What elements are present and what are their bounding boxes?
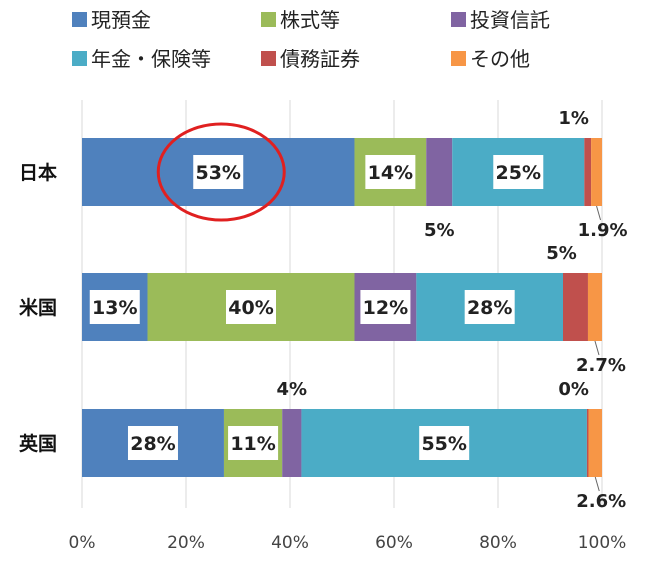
data-label-11: 2.7% <box>576 355 626 376</box>
data-labels: 53% 14% 5% 25% 1% 1.9% 13% 40% 12% 28% 5% 2.7% 28% 11… <box>89 108 628 512</box>
leader-line-17 <box>594 476 600 492</box>
data-label-box-6 <box>89 290 140 324</box>
legend-label-0: 現預金 <box>91 8 151 32</box>
x-tick-labels: 0% 20% 40% 60% 80% 100% <box>69 533 627 553</box>
category-label-2: 英国 <box>19 432 57 455</box>
x-tick-label-4: 80% <box>479 533 517 553</box>
bar-segment-0-2 <box>426 138 453 206</box>
data-label-17: 2.6% <box>576 491 626 512</box>
legend-label-1: 株式等 <box>280 8 340 32</box>
data-label-12: 28% <box>130 433 175 455</box>
data-label-4: 1% <box>558 108 589 129</box>
data-label-box-12 <box>127 426 178 460</box>
data-label-6: 13% <box>92 297 137 319</box>
data-label-15: 55% <box>421 433 466 455</box>
data-label-2: 5% <box>424 220 455 241</box>
x-tick-label-2: 40% <box>271 533 309 553</box>
legend-swatch-0 <box>72 12 87 27</box>
data-label-box-8 <box>360 290 411 324</box>
data-label-9: 28% <box>467 297 512 319</box>
legend-swatch-3 <box>72 51 87 66</box>
legend-swatch-4 <box>261 51 276 66</box>
category-label-1: 米国 <box>19 296 57 319</box>
data-label-1: 14% <box>368 162 413 184</box>
data-label-3: 25% <box>496 162 541 184</box>
legend-label-3: 年金・保険等 <box>91 47 211 71</box>
data-label-10: 5% <box>546 243 577 264</box>
data-label-box-13 <box>228 426 279 460</box>
highlight-layer <box>156 122 286 222</box>
data-label-13: 11% <box>230 433 275 455</box>
bar-segment-0-4 <box>584 138 592 206</box>
data-label-7: 40% <box>228 297 273 319</box>
category-label-0: 日本 <box>19 161 57 184</box>
data-label-box-0 <box>193 155 244 189</box>
data-label-box-7 <box>226 290 276 324</box>
bar-segment-2-5 <box>588 409 602 477</box>
bar-segment-2-2 <box>282 409 302 477</box>
x-tick-label-5: 100% <box>578 533 627 553</box>
data-label-0: 53% <box>195 162 240 184</box>
data-label-box-15 <box>419 426 470 460</box>
legend-swatch-5 <box>451 51 466 66</box>
leader-line-11 <box>594 340 600 356</box>
bar-segment-0-5 <box>591 138 602 206</box>
leader-line-5 <box>596 205 602 221</box>
bar-segment-1-5 <box>587 273 602 341</box>
bar-segment-1-4 <box>563 273 588 341</box>
data-label-box-3 <box>493 155 544 189</box>
bar-segment-2-4 <box>586 409 589 477</box>
data-label-box-9 <box>464 290 515 324</box>
data-label-8: 12% <box>363 297 408 319</box>
data-label-5: 1.9% <box>578 220 628 241</box>
legend-label-2: 投資信託 <box>470 8 550 32</box>
data-label-16: 0% <box>558 379 589 400</box>
x-tick-label-3: 60% <box>375 533 413 553</box>
highlight-circle <box>156 122 286 222</box>
legend-label-5: その他 <box>470 47 530 71</box>
legend-swatch-2 <box>451 12 466 27</box>
legend-swatch-1 <box>261 12 276 27</box>
x-tick-label-1: 20% <box>167 533 205 553</box>
data-label-14: 4% <box>277 379 308 400</box>
data-label-box-1 <box>365 155 416 189</box>
x-tick-label-0: 0% <box>69 533 96 553</box>
legend-label-4: 債務証券 <box>280 47 360 71</box>
